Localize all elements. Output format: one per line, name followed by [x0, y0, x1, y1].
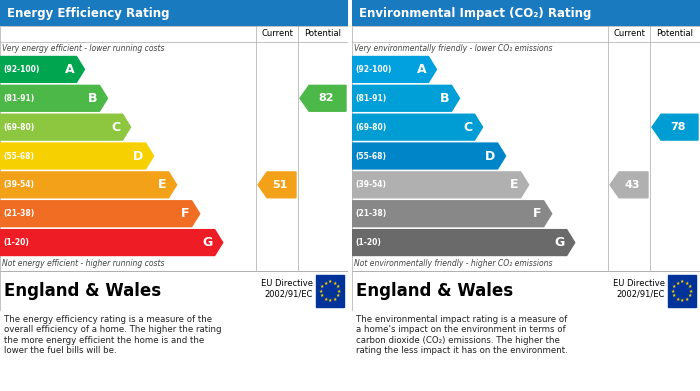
Text: Potential: Potential: [657, 29, 694, 38]
Text: (92-100): (92-100): [3, 65, 39, 74]
Text: ★: ★: [685, 296, 689, 301]
Text: ★: ★: [680, 298, 684, 303]
Polygon shape: [610, 172, 648, 198]
Text: (55-68): (55-68): [355, 151, 386, 160]
Bar: [668, 275, 696, 307]
Polygon shape: [352, 230, 575, 255]
Text: ★: ★: [323, 296, 328, 301]
Text: ★: ★: [320, 293, 324, 298]
Polygon shape: [0, 114, 131, 140]
Text: England & Wales: England & Wales: [4, 282, 161, 300]
Text: ★: ★: [336, 284, 340, 289]
Text: G: G: [554, 236, 565, 249]
Text: (69-80): (69-80): [3, 123, 34, 132]
Text: Very energy efficient - lower running costs: Very energy efficient - lower running co…: [2, 44, 164, 53]
Text: ★: ★: [680, 279, 684, 284]
Text: ★: ★: [685, 280, 689, 285]
Polygon shape: [0, 230, 223, 255]
Text: ★: ★: [320, 284, 324, 289]
Text: ★: ★: [337, 289, 342, 294]
Text: C: C: [111, 121, 120, 134]
Polygon shape: [0, 201, 199, 227]
Text: B: B: [440, 92, 449, 105]
Text: G: G: [202, 236, 213, 249]
Text: A: A: [417, 63, 426, 76]
Text: England & Wales: England & Wales: [356, 282, 513, 300]
Polygon shape: [0, 172, 176, 198]
Text: The energy efficiency rating is a measure of the
overall efficiency of a home. T: The energy efficiency rating is a measur…: [4, 315, 221, 355]
Polygon shape: [352, 85, 459, 111]
Polygon shape: [300, 85, 346, 111]
Text: (55-68): (55-68): [3, 151, 34, 160]
Text: D: D: [485, 149, 496, 163]
Polygon shape: [258, 172, 296, 198]
Text: Current: Current: [261, 29, 293, 38]
Text: (1-20): (1-20): [355, 238, 381, 247]
Polygon shape: [652, 114, 698, 140]
Polygon shape: [0, 57, 85, 83]
Text: ★: ★: [328, 298, 332, 303]
Text: A: A: [65, 63, 74, 76]
Text: ★: ★: [671, 289, 675, 294]
Text: Not environmentally friendly - higher CO₂ emissions: Not environmentally friendly - higher CO…: [354, 259, 552, 268]
Polygon shape: [0, 143, 153, 169]
Text: F: F: [181, 207, 190, 220]
Text: 51: 51: [272, 180, 288, 190]
Text: (21-38): (21-38): [3, 209, 34, 218]
Text: EU Directive
2002/91/EC: EU Directive 2002/91/EC: [613, 279, 665, 299]
Text: E: E: [158, 178, 167, 191]
Bar: [316, 275, 344, 307]
Text: Very environmentally friendly - lower CO₂ emissions: Very environmentally friendly - lower CO…: [354, 44, 552, 53]
Text: (39-54): (39-54): [3, 180, 34, 189]
Text: ★: ★: [688, 293, 692, 298]
Polygon shape: [352, 143, 505, 169]
Text: (92-100): (92-100): [355, 65, 391, 74]
Text: ★: ★: [318, 289, 323, 294]
Text: (21-38): (21-38): [355, 209, 386, 218]
Polygon shape: [352, 114, 482, 140]
Polygon shape: [352, 172, 528, 198]
Text: ★: ★: [688, 284, 692, 289]
Text: 82: 82: [318, 93, 334, 103]
Text: Not energy efficient - higher running costs: Not energy efficient - higher running co…: [2, 259, 164, 268]
Text: The environmental impact rating is a measure of
a home's impact on the environme: The environmental impact rating is a mea…: [356, 315, 568, 355]
Text: ★: ★: [672, 284, 676, 289]
Text: ★: ★: [676, 280, 680, 285]
Text: ★: ★: [336, 293, 340, 298]
Text: ★: ★: [328, 279, 332, 284]
Text: 78: 78: [671, 122, 686, 132]
Text: E: E: [510, 178, 519, 191]
Text: ★: ★: [323, 280, 328, 285]
Text: Potential: Potential: [304, 29, 342, 38]
Text: Environmental Impact (CO₂) Rating: Environmental Impact (CO₂) Rating: [359, 7, 592, 20]
Text: EU Directive
2002/91/EC: EU Directive 2002/91/EC: [261, 279, 313, 299]
Text: ★: ★: [672, 293, 676, 298]
Polygon shape: [352, 201, 552, 227]
Text: Current: Current: [613, 29, 645, 38]
Polygon shape: [0, 85, 108, 111]
Text: B: B: [88, 92, 97, 105]
Text: (81-91): (81-91): [355, 94, 386, 103]
Text: Energy Efficiency Rating: Energy Efficiency Rating: [7, 7, 169, 20]
Text: (1-20): (1-20): [3, 238, 29, 247]
Text: C: C: [463, 121, 473, 134]
Text: ★: ★: [676, 296, 680, 301]
Text: ★: ★: [689, 289, 694, 294]
Polygon shape: [352, 57, 437, 83]
Text: F: F: [533, 207, 542, 220]
Text: D: D: [133, 149, 144, 163]
Text: 43: 43: [624, 180, 640, 190]
Text: (39-54): (39-54): [355, 180, 386, 189]
Text: (69-80): (69-80): [355, 123, 386, 132]
Text: ★: ★: [332, 296, 337, 301]
Text: (81-91): (81-91): [3, 94, 34, 103]
Text: ★: ★: [332, 280, 337, 285]
